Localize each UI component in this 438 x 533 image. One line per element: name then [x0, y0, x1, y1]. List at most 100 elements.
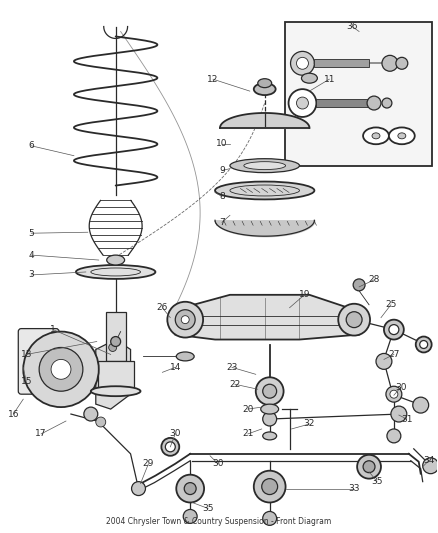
Circle shape [382, 98, 392, 108]
Text: 36: 36 [346, 22, 358, 31]
Circle shape [23, 332, 99, 407]
Ellipse shape [258, 79, 272, 87]
Circle shape [111, 336, 120, 346]
Text: 8: 8 [219, 192, 225, 201]
Circle shape [96, 417, 106, 427]
Text: 20: 20 [242, 405, 254, 414]
Circle shape [346, 312, 362, 328]
Text: 23: 23 [226, 363, 237, 372]
Circle shape [289, 89, 316, 117]
Text: 28: 28 [368, 276, 380, 285]
Circle shape [390, 390, 398, 398]
Text: 15: 15 [21, 377, 32, 386]
Circle shape [165, 442, 175, 452]
Circle shape [175, 310, 195, 329]
Circle shape [389, 325, 399, 335]
Ellipse shape [215, 182, 314, 199]
Text: 26: 26 [157, 303, 168, 312]
Text: 7: 7 [219, 218, 225, 227]
Ellipse shape [389, 127, 415, 144]
Text: 14: 14 [170, 363, 181, 372]
Circle shape [391, 406, 407, 422]
Ellipse shape [254, 83, 276, 95]
Text: 30: 30 [212, 459, 224, 469]
Text: 25: 25 [385, 300, 396, 309]
Circle shape [181, 316, 189, 324]
Circle shape [376, 353, 392, 369]
FancyBboxPatch shape [18, 329, 59, 394]
Circle shape [262, 479, 278, 495]
Ellipse shape [263, 432, 277, 440]
Text: 27: 27 [388, 350, 399, 359]
Text: 30: 30 [170, 430, 181, 439]
Circle shape [39, 348, 83, 391]
Circle shape [338, 304, 370, 336]
Ellipse shape [372, 133, 380, 139]
Text: 35: 35 [371, 477, 383, 486]
Circle shape [367, 96, 381, 110]
Circle shape [386, 386, 402, 402]
Ellipse shape [398, 133, 406, 139]
Text: 29: 29 [143, 459, 154, 469]
Ellipse shape [107, 255, 124, 265]
Text: 34: 34 [423, 456, 434, 465]
Circle shape [161, 438, 179, 456]
Polygon shape [175, 295, 359, 340]
Bar [285, 21, 431, 166]
Polygon shape [96, 340, 131, 409]
Circle shape [396, 58, 408, 69]
Text: 2004 Chrysler Town & Country Suspension - Front Diagram: 2004 Chrysler Town & Country Suspension … [106, 518, 332, 527]
Circle shape [297, 58, 308, 69]
Text: 16: 16 [7, 409, 19, 418]
Text: 4: 4 [28, 251, 34, 260]
Circle shape [167, 302, 203, 337]
Circle shape [384, 320, 404, 340]
Circle shape [353, 279, 365, 291]
Ellipse shape [301, 73, 318, 83]
Text: 17: 17 [35, 430, 47, 439]
Circle shape [176, 475, 204, 503]
Circle shape [256, 377, 283, 405]
Text: 5: 5 [28, 229, 34, 238]
Ellipse shape [176, 352, 194, 361]
Ellipse shape [230, 159, 300, 173]
Text: 21: 21 [242, 430, 254, 439]
Text: 30: 30 [395, 383, 406, 392]
Text: 33: 33 [348, 484, 360, 493]
Circle shape [263, 384, 277, 398]
Text: 22: 22 [229, 379, 240, 389]
Circle shape [263, 512, 277, 526]
Circle shape [297, 97, 308, 109]
Circle shape [413, 397, 429, 413]
Bar [314, 59, 369, 67]
Circle shape [382, 55, 398, 71]
Text: 32: 32 [304, 419, 315, 429]
Circle shape [357, 455, 381, 479]
Ellipse shape [363, 127, 389, 144]
Text: 6: 6 [28, 141, 34, 150]
Text: 1: 1 [50, 325, 56, 334]
Ellipse shape [244, 161, 286, 169]
Text: 31: 31 [401, 415, 413, 424]
Text: 12: 12 [207, 75, 219, 84]
Bar [106, 312, 126, 361]
Ellipse shape [76, 265, 155, 279]
Circle shape [420, 341, 427, 349]
Circle shape [109, 343, 117, 351]
Circle shape [84, 407, 98, 421]
Circle shape [423, 458, 438, 474]
Circle shape [416, 336, 431, 352]
Bar [98, 361, 134, 391]
Text: 13: 13 [21, 350, 32, 359]
Text: 19: 19 [299, 290, 310, 300]
Bar [316, 99, 371, 107]
Circle shape [51, 359, 71, 379]
Ellipse shape [261, 404, 279, 414]
Text: 9: 9 [219, 166, 225, 175]
Ellipse shape [91, 386, 141, 396]
Circle shape [183, 510, 197, 523]
Circle shape [263, 412, 277, 426]
Text: 35: 35 [202, 504, 214, 513]
Circle shape [290, 51, 314, 75]
Circle shape [184, 482, 196, 495]
